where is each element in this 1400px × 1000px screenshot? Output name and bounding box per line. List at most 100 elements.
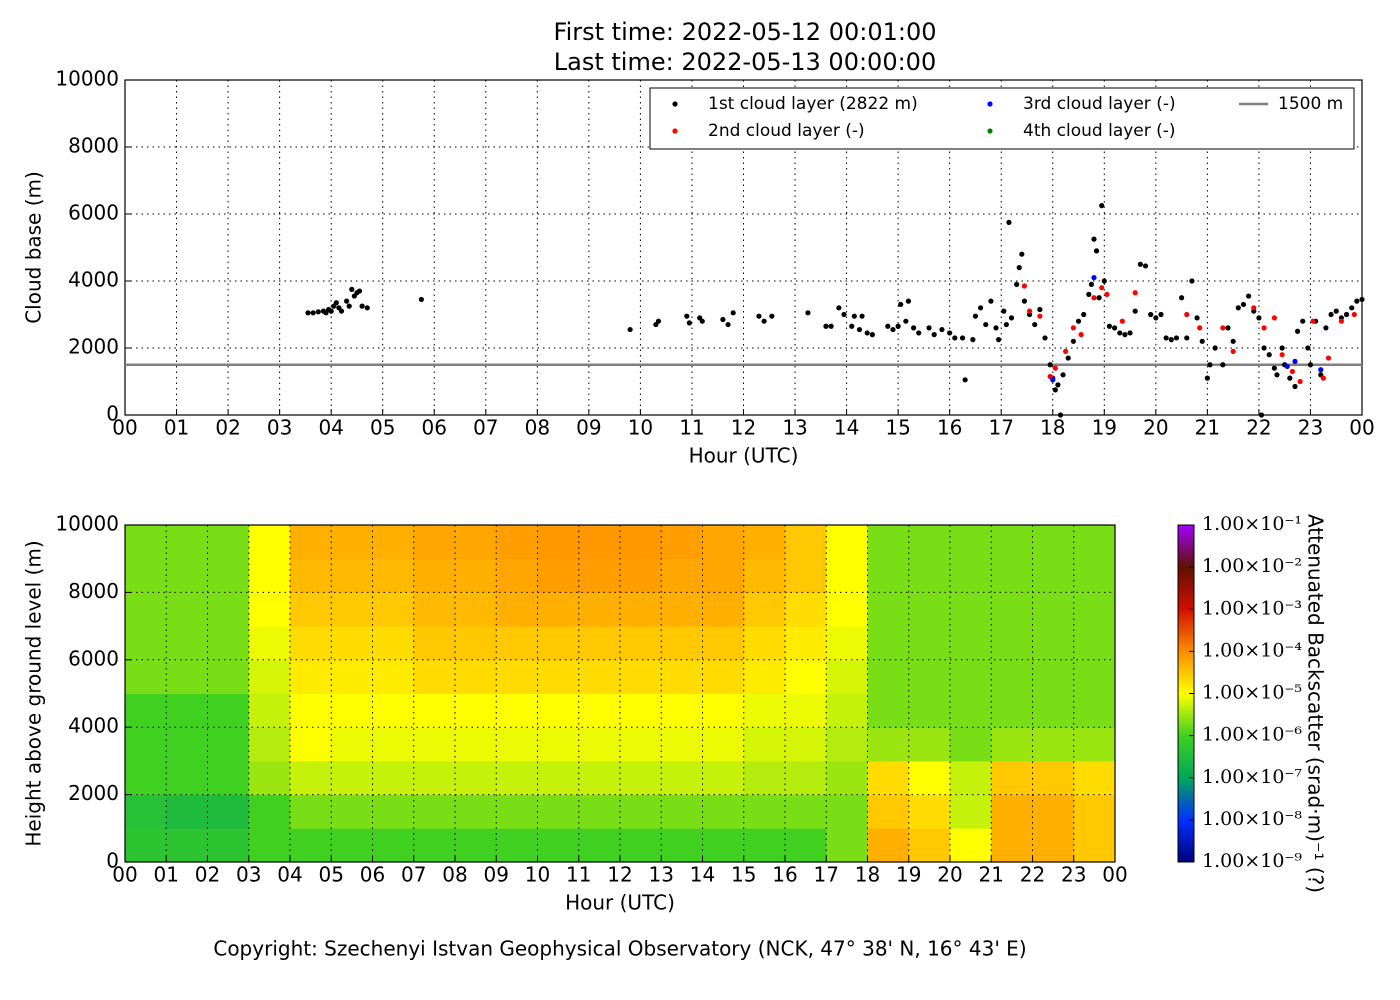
x-tick-label: 08	[442, 863, 467, 887]
x-tick-label: 00	[112, 863, 137, 887]
heatmap-cell	[290, 558, 332, 593]
heatmap-cell	[125, 828, 167, 863]
heatmap-cell	[702, 525, 745, 560]
cloud-point	[1310, 318, 1316, 324]
heatmap-cell	[991, 525, 1033, 560]
x-tick-label: 02	[215, 416, 240, 440]
cloud-point	[333, 300, 339, 306]
x-tick-label: 22	[1020, 863, 1045, 887]
heatmap-cell	[867, 693, 910, 728]
x-tick-label: 05	[370, 416, 395, 440]
cloud-point	[1003, 321, 1009, 328]
heatmap-cell	[702, 626, 745, 661]
cloud-point	[699, 318, 705, 324]
heatmap-cell	[496, 558, 538, 593]
heatmap-cell	[867, 626, 910, 661]
cloud-point	[1008, 315, 1015, 321]
cloud-point	[828, 323, 834, 329]
cloud-point	[338, 308, 345, 314]
y-tick-label: 4000	[68, 714, 119, 738]
y-tick-label: 0	[106, 849, 119, 873]
heatmap-cell	[908, 558, 951, 593]
y-tick-label: 8000	[68, 134, 119, 158]
heatmap-cell	[743, 525, 786, 560]
heatmap-cell	[702, 693, 745, 728]
cloud-point	[1132, 290, 1138, 296]
cloud-point	[769, 313, 775, 319]
heatmap-cell	[537, 760, 580, 796]
heatmap-cell	[702, 794, 745, 829]
heatmap-cell	[908, 626, 951, 661]
heatmap-cell	[207, 558, 250, 593]
heatmap-cell	[331, 727, 373, 762]
cloud-point	[1230, 348, 1236, 354]
cloud-point	[1086, 291, 1092, 297]
cloud-point	[1279, 352, 1285, 358]
cloud-point	[1225, 325, 1231, 331]
heatmap-cell	[248, 794, 291, 829]
heatmap-cell	[455, 693, 497, 728]
heatmap-cell	[537, 558, 580, 593]
cloud-point	[1323, 325, 1329, 331]
heatmap-cell	[331, 525, 373, 560]
heatmap-cell	[908, 727, 951, 762]
heatmap-cell	[620, 592, 662, 627]
plot-frame	[124, 79, 1363, 416]
legend-label: 1500 m	[1278, 94, 1343, 114]
x-axis-label: Hour (UTC)	[689, 444, 799, 468]
cloud-point	[1091, 236, 1097, 242]
cloud-point	[1287, 375, 1293, 381]
heatmap-cell	[331, 794, 373, 829]
cloud-point	[1163, 335, 1169, 341]
x-tick-label: 01	[164, 416, 189, 440]
heatmap-cell	[826, 760, 868, 796]
heatmap-cell	[826, 828, 868, 863]
y-tick-label: 6000	[68, 646, 119, 670]
heatmap-cell	[166, 558, 208, 593]
heatmap-cell	[950, 558, 992, 593]
heatmap-cell	[1032, 693, 1075, 728]
cloud-point	[1359, 296, 1365, 303]
x-tick-label: 20	[937, 863, 962, 887]
x-tick-label: 05	[319, 863, 344, 887]
heatmap-cell	[1032, 659, 1075, 694]
x-tick-label: 13	[782, 416, 807, 440]
heatmap-cell	[496, 659, 538, 694]
heatmap-cell	[620, 828, 662, 863]
heatmap-cell	[991, 592, 1033, 627]
cloud-point	[1137, 261, 1143, 267]
heatmap-cell	[207, 828, 250, 863]
heatmap-cell	[620, 525, 662, 560]
cloud-point	[1289, 368, 1296, 375]
x-tick-label: 08	[525, 416, 550, 440]
heatmap-cell	[455, 828, 497, 863]
cloud-point	[1258, 412, 1265, 418]
heatmap-cell	[1032, 592, 1075, 627]
heatmap-cell	[578, 525, 621, 560]
colorbar-tick-label: 1.00×10⁻⁶	[1202, 724, 1302, 746]
cloud-point	[1037, 306, 1043, 313]
heatmap-cell	[166, 626, 208, 661]
cloud-point	[1261, 325, 1267, 331]
heatmap-cell	[537, 693, 580, 728]
heatmap-cell	[1073, 525, 1116, 560]
cloud-point	[1261, 345, 1267, 351]
cloud-point	[1297, 378, 1303, 385]
heatmap-cell	[950, 592, 992, 627]
heatmap-cell	[785, 659, 827, 694]
cloud-point	[1127, 330, 1133, 336]
cloud-point	[959, 335, 966, 341]
heatmap-cell	[125, 525, 167, 560]
title-line: First time: 2022-05-12 00:01:00	[554, 18, 937, 46]
heatmap-cell	[125, 760, 167, 796]
heatmap-cell	[991, 659, 1033, 694]
y-axis-label: Height above ground level (m)	[22, 540, 46, 846]
heatmap-cell	[743, 592, 786, 627]
cloud-point	[1081, 311, 1087, 318]
cloud-point	[1318, 367, 1324, 373]
heatmap-cell	[1032, 558, 1075, 593]
heatmap-cell	[125, 592, 167, 627]
cloud-point	[1300, 318, 1306, 324]
x-tick-label: 07	[473, 416, 498, 440]
heatmap-cell	[620, 693, 662, 728]
